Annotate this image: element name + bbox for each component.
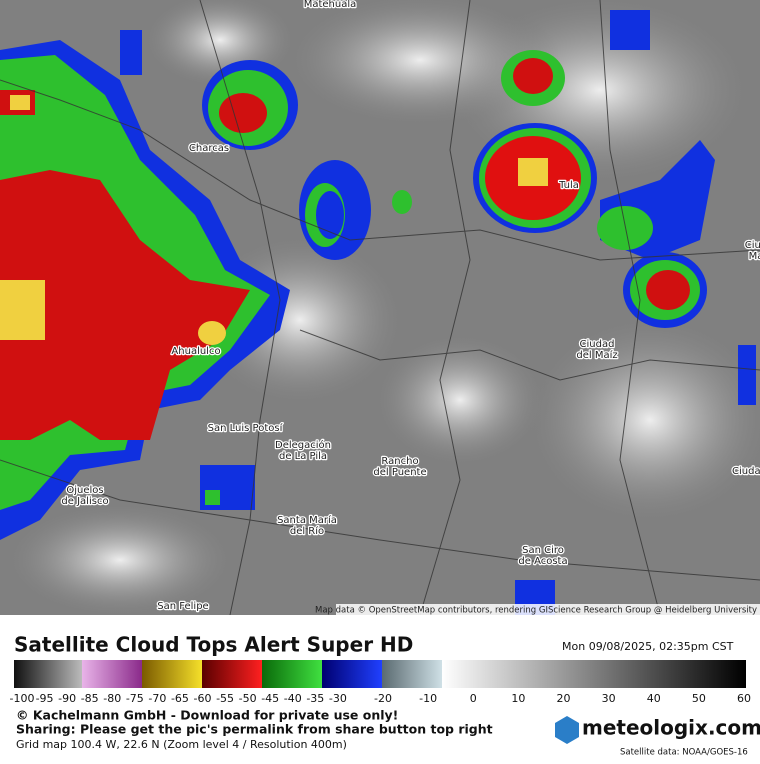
scale-label: 40 <box>647 692 661 705</box>
place-label: del Puente <box>373 467 426 478</box>
place-label: Ojuelos <box>66 485 103 496</box>
grid-info: Grid map 100.4 W, 22.6 N (Zoom level 4 /… <box>16 738 347 751</box>
place-label: San Ciro <box>522 545 564 556</box>
scale-label: -20 <box>374 692 392 705</box>
attribution-bg <box>336 604 760 615</box>
place-label: Delegación <box>275 439 331 451</box>
place-label: Rancho <box>381 456 418 467</box>
place-label: Santa María <box>277 514 337 526</box>
place-label: Matehuala <box>304 0 357 10</box>
scale-label: -55 <box>216 692 234 705</box>
scale-label: -70 <box>148 692 166 705</box>
place-label: San Luis Potosí <box>208 422 284 434</box>
scale-label: 30 <box>602 692 616 705</box>
scale-label: 10 <box>511 692 525 705</box>
place-label: Ma <box>749 251 760 262</box>
place-label: San Felipe <box>157 601 208 612</box>
scale-label: -85 <box>81 692 99 705</box>
scale-label: -65 <box>171 692 189 705</box>
scale-label: -100 <box>10 692 35 705</box>
place-label: Tula <box>558 180 579 191</box>
scale-label: -90 <box>58 692 76 705</box>
scale-label: 20 <box>557 692 571 705</box>
scale-label: -95 <box>36 692 54 705</box>
logo: meteologix.com <box>555 716 760 744</box>
scale-label: -35 <box>306 692 324 705</box>
scale-label: -50 <box>239 692 257 705</box>
place-label: del Río <box>290 525 324 537</box>
place-label: de La Pila <box>279 451 327 462</box>
place-label: Charcas <box>189 143 229 154</box>
scale-label: -30 <box>329 692 347 705</box>
scale-label: -40 <box>284 692 302 705</box>
place-label: Ciud <box>745 240 760 251</box>
data-source: Satellite data: NOAA/GOES-16 <box>620 748 748 758</box>
title: Satellite Cloud Tops Alert Super HD <box>14 633 413 657</box>
scale-label: -10 <box>419 692 437 705</box>
place-label: Ciudad <box>580 339 615 350</box>
place-label: de Jalisco <box>61 496 108 507</box>
place-label: Ciudad V <box>732 466 760 477</box>
scale-labels: -100 -95 -90 -85 -80 -75 -70 -65 -60 -55 -50 -45 -40… <box>10 692 751 705</box>
satellite-map <box>0 0 760 620</box>
place-label: Ahualulco <box>171 346 220 357</box>
scale-label: 60 <box>737 692 751 705</box>
place-label: de Acosta <box>518 556 567 567</box>
sharing-note: Sharing: Please get the pic's permalink … <box>16 722 493 737</box>
place-label: del Maíz <box>576 349 617 361</box>
scale-label: -80 <box>103 692 121 705</box>
scale-label: -45 <box>261 692 279 705</box>
datetime: Mon 09/08/2025, 02:35pm CST <box>562 640 734 653</box>
scale-label: 0 <box>470 692 477 705</box>
copyright: © Kachelmann GmbH - Download for private… <box>16 708 398 723</box>
map-attribution: Map data © OpenStreetMap contributors, r… <box>315 606 757 616</box>
logo-text: meteologix.com <box>582 716 760 740</box>
scale-label: -60 <box>194 692 212 705</box>
scale-label: 50 <box>692 692 706 705</box>
scale-label: -75 <box>126 692 144 705</box>
color-scale <box>14 660 746 688</box>
